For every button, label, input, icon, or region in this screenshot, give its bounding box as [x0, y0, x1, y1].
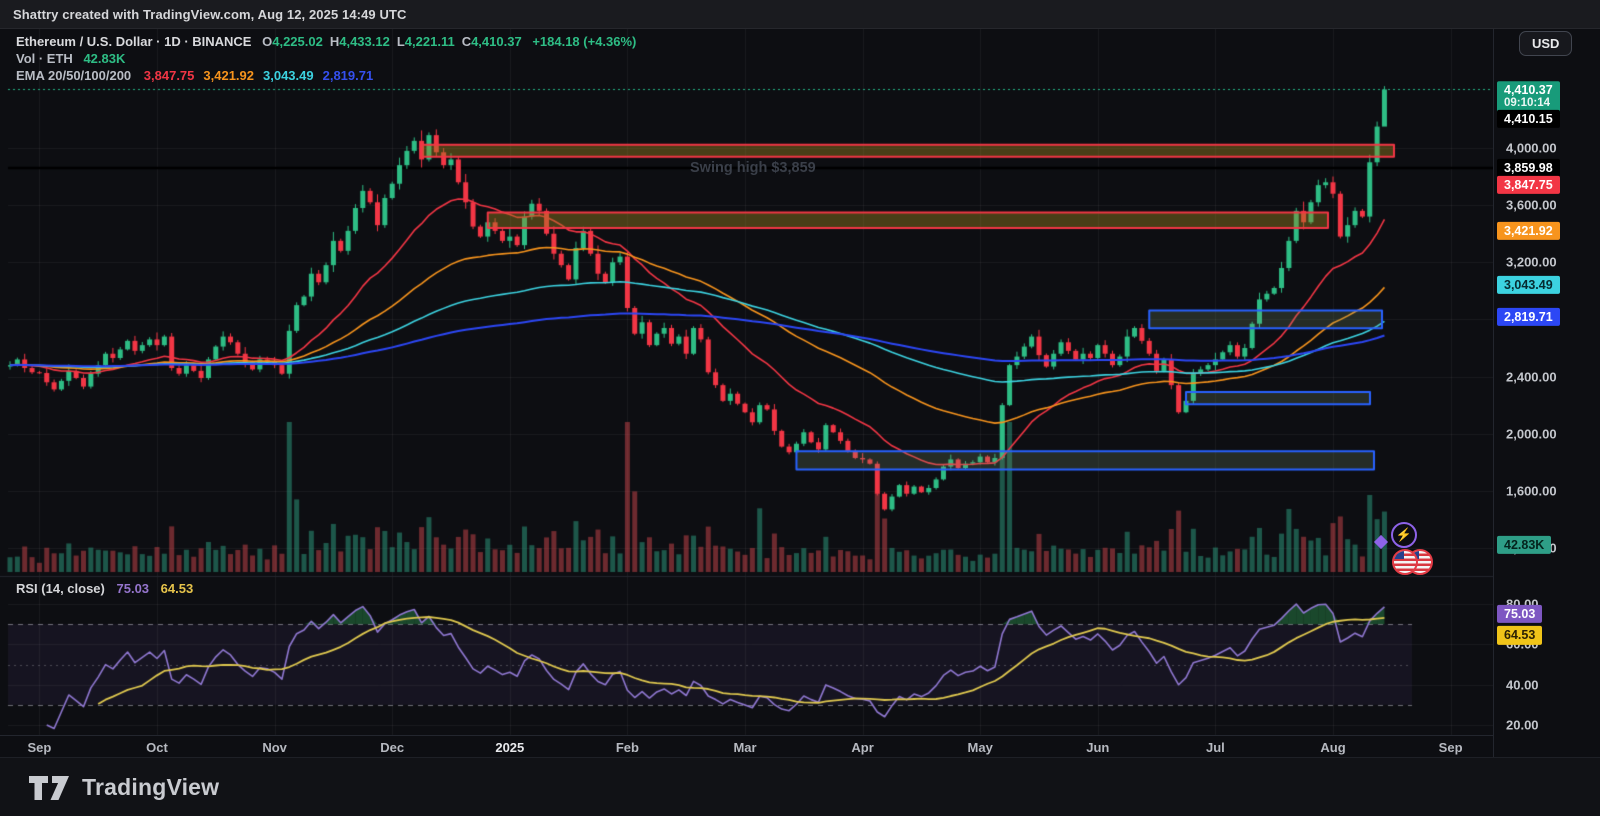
rsi-ma-value: 64.53 — [160, 581, 194, 596]
ohlc-letter: H — [329, 34, 340, 49]
swing-line-tag: 3,859.98 — [1497, 158, 1560, 178]
price-axis-label: 3,200.00 — [1506, 254, 1557, 270]
ema20-tag: 3,847.75 — [1497, 175, 1560, 195]
ohlc-letter: L — [396, 34, 405, 49]
swing-high-annotation[interactable]: Swing high $3,859 — [690, 160, 816, 176]
price-axis-label: 3,600.00 — [1506, 197, 1557, 213]
rsi-axis-label: 20.00 — [1506, 717, 1539, 733]
ema-value: 3,847.75 — [143, 68, 195, 83]
time-axis-label: May — [967, 740, 993, 755]
rsi-title: RSI (14, close) — [16, 581, 105, 596]
price-axis[interactable]: 4,000.00 3,600.00 3,200.00 2,400.00 2,000.00… — [1493, 28, 1600, 757]
ema-value: 3,043.49 — [263, 68, 314, 83]
ema-value: 2,819.71 — [322, 68, 374, 83]
price-axis-label: 4,000.00 — [1506, 140, 1557, 156]
footer-bar: TradingView — [0, 757, 1600, 816]
change-value: +184.18 (+4.36%) — [532, 34, 637, 49]
rsi-legend-row[interactable]: RSI (14, close) 75.03 64.53 — [16, 581, 193, 596]
ohlc-value: 4,221.11 — [404, 34, 455, 49]
volume-legend-row[interactable]: Vol · ETH 42.83K — [16, 51, 125, 66]
symbol-legend-row[interactable]: Ethereum / U.S. Dollar · 1D · BINANCE O4… — [16, 34, 636, 49]
tradingview-logo-text: TradingView — [82, 774, 220, 800]
time-axis-label: Jul — [1205, 740, 1225, 755]
price-axis-label: 1,600.00 — [1506, 483, 1557, 499]
time-axis-label: Nov — [262, 740, 287, 755]
event-icon-lightning[interactable]: ⚡ — [1391, 522, 1417, 548]
event-icon-us-flag[interactable] — [1392, 549, 1418, 575]
volume-tag: 42.83K — [1497, 535, 1552, 555]
ema50-tag: 3,421.92 — [1497, 221, 1560, 240]
ohlc-value: 4,410.37 — [471, 34, 522, 49]
time-axis-label: Feb — [615, 740, 639, 755]
volume-value: 42.83K — [83, 51, 126, 66]
tradingview-logo[interactable]: TradingView — [28, 774, 219, 801]
time-axis-label: Dec — [380, 740, 405, 755]
time-axis-label: Jun — [1086, 740, 1110, 755]
ema200-tag: 2,819.71 — [1497, 307, 1560, 326]
time-axis[interactable]: Sep Oct Nov Dec 2025 Feb Mar Apr May Jun Jul Aug Sep — [0, 735, 1493, 758]
attribution-bar: Shattry created with TradingView.com, Au… — [0, 0, 1600, 29]
time-axis-label: Mar — [733, 740, 757, 755]
ohlc-values: O4,225.02 H4,433.12 L4,221.11 C4,410.37 — [255, 34, 522, 49]
rsi-value: 75.03 — [116, 581, 150, 596]
rsi-axis-label: 40.00 — [1506, 677, 1539, 693]
rsi-ma-tag: 64.53 — [1497, 626, 1543, 645]
ohlc-value: 4,225.02 — [272, 34, 323, 49]
time-axis-label: 2025 — [495, 740, 525, 755]
price-axis-label: 2,400.00 — [1506, 369, 1557, 385]
ohlc-letter: O — [262, 34, 273, 49]
currency-toggle-button[interactable]: USD — [1519, 31, 1573, 56]
last-price-tag: 4,410.37 09:10:14 — [1497, 81, 1560, 113]
symbol-title: Ethereum / U.S. Dollar · 1D · BINANCE — [16, 34, 252, 49]
ema-value: 3,421.92 — [203, 68, 254, 83]
ema100-tag: 3,043.49 — [1497, 275, 1560, 294]
time-axis-label: Sep — [1438, 740, 1463, 755]
time-axis-label: Apr — [851, 740, 874, 755]
volume-label: Vol · ETH — [16, 51, 73, 66]
time-axis-label: Oct — [146, 740, 168, 755]
high-line-tag: 4,410.15 — [1497, 109, 1560, 129]
rsi-value-tag: 75.03 — [1497, 604, 1543, 624]
time-axis-label: Sep — [27, 740, 52, 755]
time-axis-label: Aug — [1320, 740, 1346, 755]
price-axis-label: 2,000.00 — [1506, 426, 1557, 442]
ema-values: 3,847.75 3,421.92 3,043.49 2,819.71 — [135, 68, 373, 83]
tradingview-logo-icon — [29, 775, 69, 800]
attribution-text: Shattry created with TradingView.com, Au… — [13, 6, 407, 22]
ema-legend-row[interactable]: EMA 20/50/100/200 3,847.75 3,421.92 3,043.… — [16, 68, 373, 83]
ohlc-letter: C — [461, 34, 472, 49]
ema-label: EMA 20/50/100/200 — [16, 68, 132, 83]
countdown-timer: 09:10:14 — [1504, 97, 1551, 110]
ohlc-value: 4,433.12 — [339, 34, 390, 49]
